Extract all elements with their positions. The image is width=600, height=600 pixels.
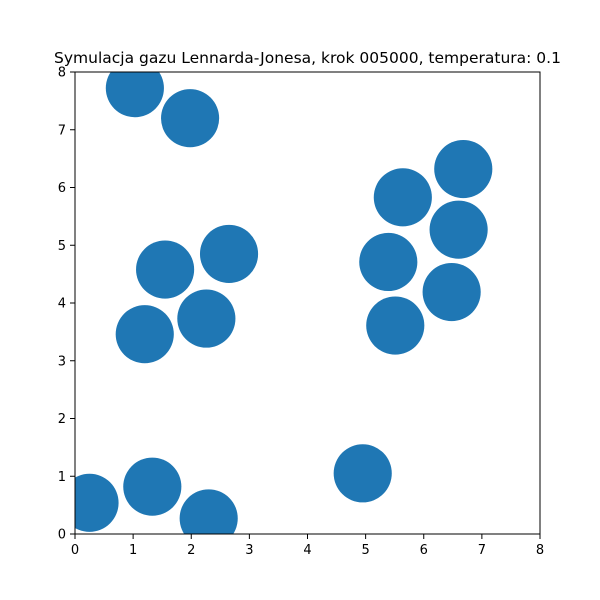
particle-point-10 (177, 289, 236, 348)
particle-point-1 (105, 72, 164, 118)
x-tick-label: 6 (420, 543, 428, 558)
particle-point-13 (333, 444, 392, 503)
x-tick-label: 2 (187, 543, 195, 558)
x-axis: 0 1 2 3 4 5 6 7 8 (71, 534, 544, 558)
y-tick-label: 8 (58, 66, 66, 81)
x-tick-label: 1 (129, 543, 137, 558)
particle-point-7 (136, 240, 195, 299)
y-tick-label: 3 (58, 354, 66, 369)
y-axis: 0 1 2 3 4 5 6 7 8 (58, 66, 75, 543)
particle-point-6 (199, 224, 259, 283)
particle-point-15 (75, 473, 119, 532)
y-tick-label: 2 (58, 412, 66, 427)
x-tick-label: 7 (478, 543, 486, 558)
x-tick-label: 8 (536, 543, 544, 558)
x-tick-label: 3 (245, 543, 253, 558)
particle-point-8 (359, 232, 418, 292)
particle-point-12 (366, 296, 425, 355)
chart-title: Symulacja gazu Lennarda-Jonesa, krok 005… (54, 49, 561, 67)
y-tick-label: 1 (58, 470, 66, 485)
particle-point-5 (429, 200, 488, 259)
particle-point-4 (373, 168, 432, 227)
particle-point-16 (179, 489, 238, 534)
particle-point-14 (123, 457, 182, 516)
x-tick-label: 5 (361, 543, 369, 558)
particle-point-9 (422, 262, 481, 322)
x-tick-label: 0 (71, 543, 79, 558)
y-tick-label: 4 (58, 297, 66, 312)
particle-point-3 (434, 139, 493, 199)
plot-area (75, 72, 493, 534)
y-tick-label: 7 (58, 123, 66, 138)
y-tick-label: 5 (58, 239, 66, 254)
particle-point-11 (115, 305, 174, 364)
y-tick-label: 6 (58, 181, 66, 196)
particle-point-2 (161, 89, 220, 148)
x-tick-label: 4 (303, 543, 311, 558)
y-tick-label: 0 (58, 528, 66, 543)
